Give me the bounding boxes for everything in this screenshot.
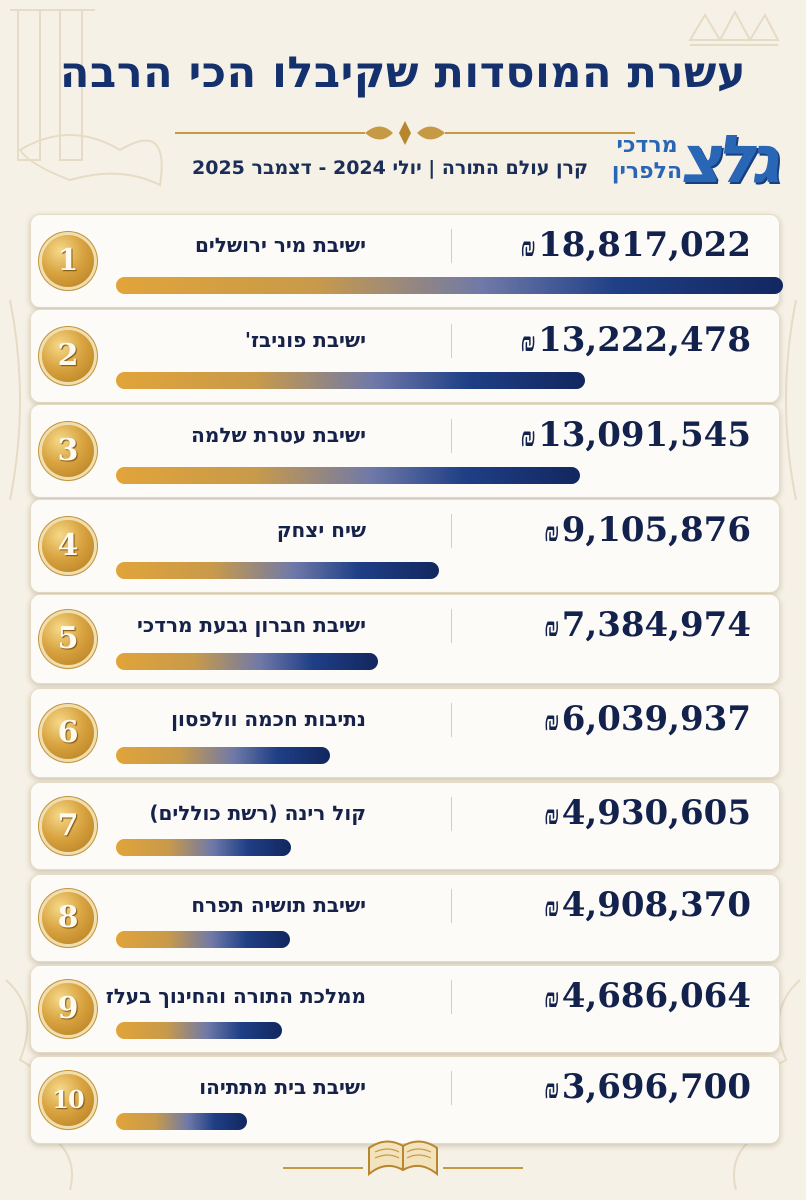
amount-label: ₪4,930,605 (461, 793, 751, 833)
ranking-row: 8 ישיבת תושיה תפרח ₪4,908,370 (30, 874, 780, 962)
amount-label: ₪13,091,545 (461, 415, 751, 455)
amount-label: ₪4,686,064 (461, 976, 751, 1016)
value-bar (116, 1113, 247, 1130)
ranking-row: 3 ישיבת עטרת שלמה ₪13,091,545 (30, 404, 780, 498)
value-bar (116, 839, 291, 856)
institution-name: ישיבת בית מתתיהו (199, 1075, 366, 1099)
ranking-row: 5 ישיבת חברון גבעת מרדכי ₪7,384,974 (30, 594, 780, 684)
row-separator (451, 324, 452, 358)
currency-symbol: ₪ (543, 518, 560, 548)
amount-value: 9,105,876 (561, 510, 751, 550)
institution-name: ממלכת התורה והחינוך בעלז (105, 984, 366, 1008)
row-separator (451, 797, 452, 831)
open-book-icon (283, 1140, 523, 1177)
rank-badge: 6 (42, 707, 94, 759)
currency-symbol: ₪ (520, 328, 537, 358)
amount-value: 6,039,937 (561, 699, 751, 739)
amount-label: ₪6,039,937 (461, 699, 751, 739)
row-separator (451, 1071, 452, 1105)
ranking-row: 6 נתיבות חכמה וולפסון ₪6,039,937 (30, 688, 780, 778)
amount-value: 13,222,478 (538, 320, 751, 360)
row-separator (451, 889, 452, 923)
rank-badge: 9 (42, 983, 94, 1035)
amount-label: ₪18,817,022 (461, 225, 751, 265)
value-bar (116, 931, 290, 948)
ranking-row: 7 קול רינה (רשת כוללים) ₪4,930,605 (30, 782, 780, 870)
value-bar (116, 277, 783, 294)
ranking-row: 10 ישיבת בית מתתיהו ₪3,696,700 (30, 1056, 780, 1144)
row-separator (451, 229, 452, 263)
currency-symbol: ₪ (543, 801, 560, 831)
institution-name: ישיבת תושיה תפרח (191, 893, 366, 917)
amount-value: 7,384,974 (561, 605, 751, 645)
rank-badge: 8 (42, 892, 94, 944)
ranking-row: 4 שיח יצחק ₪9,105,876 (30, 499, 780, 593)
logo-name-line2: הלפרין (611, 159, 683, 184)
row-separator (451, 703, 452, 737)
currency-symbol: ₪ (543, 1075, 560, 1105)
ranking-row: 2 ישיבת פוניבז' ₪13,222,478 (30, 309, 780, 403)
amount-label: ₪3,696,700 (461, 1067, 751, 1107)
row-separator (451, 514, 452, 548)
currency-symbol: ₪ (543, 893, 560, 923)
rank-badge: 7 (42, 800, 94, 852)
rank-badge: 1 (42, 235, 94, 287)
rank-badge: 5 (42, 613, 94, 665)
amount-value: 4,686,064 (561, 976, 751, 1016)
currency-symbol: ₪ (543, 613, 560, 643)
value-bar (116, 562, 439, 579)
page-subtitle: קרן עולם התורה | יולי 2024 - דצמבר 2025 (192, 157, 588, 179)
amount-label: ₪9,105,876 (461, 510, 751, 550)
rank-badge: 4 (42, 520, 94, 572)
brand-logo: גלצ מרדכי הלפרין (600, 118, 786, 202)
institution-name: ישיבת מיר ירושלים (194, 233, 366, 257)
value-bar (116, 467, 580, 484)
rank-badge: 3 (42, 425, 94, 477)
value-bar (116, 653, 378, 670)
value-bar (116, 1022, 282, 1039)
ranking-row: 9 ממלכת התורה והחינוך בעלז ₪4,686,064 (30, 965, 780, 1053)
institution-name: שיח יצחק (276, 518, 366, 542)
ranking-row: 1 ישיבת מיר ירושלים ₪18,817,022 (30, 214, 783, 308)
rank-badge: 10 (42, 1074, 94, 1126)
institution-name: נתיבות חכמה וולפסון (171, 707, 366, 731)
amount-value: 4,930,605 (561, 793, 751, 833)
value-bar (116, 372, 585, 389)
row-separator (451, 609, 452, 643)
amount-value: 13,091,545 (538, 415, 751, 455)
amount-value: 3,696,700 (561, 1067, 751, 1107)
amount-value: 4,908,370 (561, 885, 751, 925)
institution-name: ישיבת עטרת שלמה (191, 423, 366, 447)
page-title: עשרת המוסדות שקיבלו הכי הרבה (59, 48, 747, 98)
logo-name-line1: מרדכי (616, 133, 678, 158)
currency-symbol: ₪ (543, 707, 560, 737)
row-separator (451, 980, 452, 1014)
row-separator (451, 419, 452, 453)
institution-name: ישיבת פוניבז' (244, 328, 366, 352)
currency-symbol: ₪ (543, 984, 560, 1014)
amount-value: 18,817,022 (538, 225, 751, 265)
currency-symbol: ₪ (520, 423, 537, 453)
title-divider-ornament (175, 121, 635, 145)
amount-label: ₪7,384,974 (461, 605, 751, 645)
amount-label: ₪13,222,478 (461, 320, 751, 360)
institution-name: קול רינה (רשת כוללים) (149, 801, 366, 825)
rank-badge: 2 (42, 330, 94, 382)
value-bar (116, 747, 330, 764)
amount-label: ₪4,908,370 (461, 885, 751, 925)
currency-symbol: ₪ (520, 233, 537, 263)
institution-name: ישיבת חברון גבעת מרדכי (136, 613, 366, 637)
